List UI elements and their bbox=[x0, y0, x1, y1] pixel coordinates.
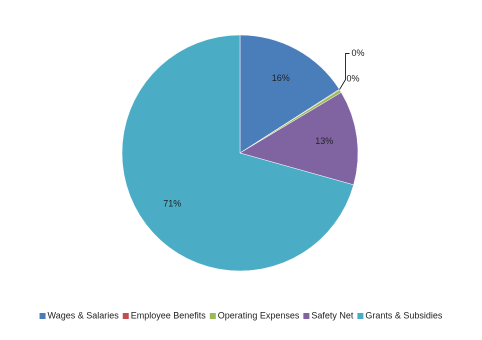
legend-label: Safety Net bbox=[311, 310, 354, 320]
pie-slice bbox=[239, 34, 340, 154]
legend-item: Wages & Salaries bbox=[39, 310, 120, 320]
data-label: 0% bbox=[352, 48, 365, 58]
data-label: 13% bbox=[315, 136, 333, 146]
legend-item: Operating Expenses bbox=[209, 310, 300, 320]
legend-item: Grants & Subsidies bbox=[357, 310, 443, 320]
leader-line bbox=[339, 53, 350, 90]
data-label: 0% bbox=[346, 74, 359, 84]
data-label: 71% bbox=[163, 199, 181, 209]
pie-slice bbox=[121, 34, 354, 272]
data-label: 16% bbox=[272, 73, 290, 83]
legend-label: Grants & Subsidies bbox=[365, 310, 443, 320]
legend-swatch bbox=[39, 313, 46, 319]
legend-item: Safety Net bbox=[303, 310, 354, 320]
pie-slice bbox=[239, 92, 359, 186]
legend-swatch bbox=[303, 313, 310, 319]
legend-label: Operating Expenses bbox=[218, 310, 300, 320]
legend-swatch bbox=[357, 313, 364, 319]
legend-swatch bbox=[209, 313, 216, 319]
legend-label: Employee Benefits bbox=[131, 310, 207, 320]
legend-label: Wages & Salaries bbox=[48, 310, 120, 320]
legend-item: Employee Benefits bbox=[122, 310, 207, 320]
legend-swatch bbox=[122, 313, 129, 319]
